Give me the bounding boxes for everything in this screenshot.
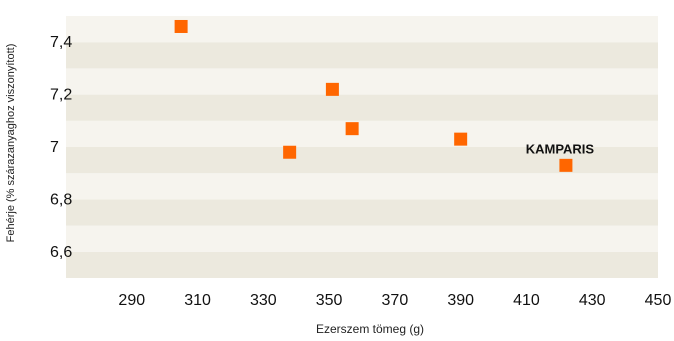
- x-tick-label: 410: [513, 292, 540, 309]
- y-tick-labels: 6,6 6,8 7 7,2 7,4: [50, 34, 72, 261]
- x-tick-label: 310: [184, 292, 211, 309]
- data-point: [174, 19, 188, 33]
- y-tick-label: 6,6: [50, 244, 72, 261]
- point-label: KAMPARIS: [526, 141, 595, 156]
- x-tick-label: 290: [118, 292, 145, 309]
- grid-band: [66, 173, 658, 200]
- grid-band: [66, 251, 658, 278]
- grid-bands: [66, 16, 658, 278]
- grid-band: [66, 42, 658, 69]
- x-tick-label: 350: [316, 292, 343, 309]
- data-point: [325, 82, 339, 96]
- x-tick-label: 450: [645, 292, 672, 309]
- y-tick-label: 7,2: [50, 87, 72, 104]
- x-tick-label: 430: [579, 292, 606, 309]
- y-axis-label: Fehérje (% szárazanyaghoz viszonyított): [5, 44, 17, 243]
- y-tick-label: 7,4: [50, 34, 72, 51]
- data-point: [283, 145, 297, 159]
- x-tick-label: 390: [447, 292, 474, 309]
- point-labels: KAMPARIS: [526, 141, 595, 156]
- y-tick-label: 7: [50, 139, 59, 156]
- grid-band: [66, 68, 658, 95]
- grid-band: [66, 147, 658, 174]
- data-points: [174, 19, 573, 172]
- grid-band: [66, 120, 658, 147]
- grid-band: [66, 16, 658, 43]
- data-point: [559, 158, 573, 172]
- x-axis-label: Ezerszem tömeg (g): [316, 322, 424, 336]
- data-point: [345, 122, 359, 136]
- grid-band: [66, 199, 658, 226]
- grid-band: [66, 94, 658, 121]
- x-tick-labels: 290 310 330 350 370 390 410 430 450: [118, 292, 671, 309]
- data-point: [454, 132, 468, 146]
- x-tick-label: 330: [250, 292, 277, 309]
- grid-band: [66, 225, 658, 252]
- y-tick-label: 6,8: [50, 191, 72, 208]
- x-tick-label: 370: [382, 292, 409, 309]
